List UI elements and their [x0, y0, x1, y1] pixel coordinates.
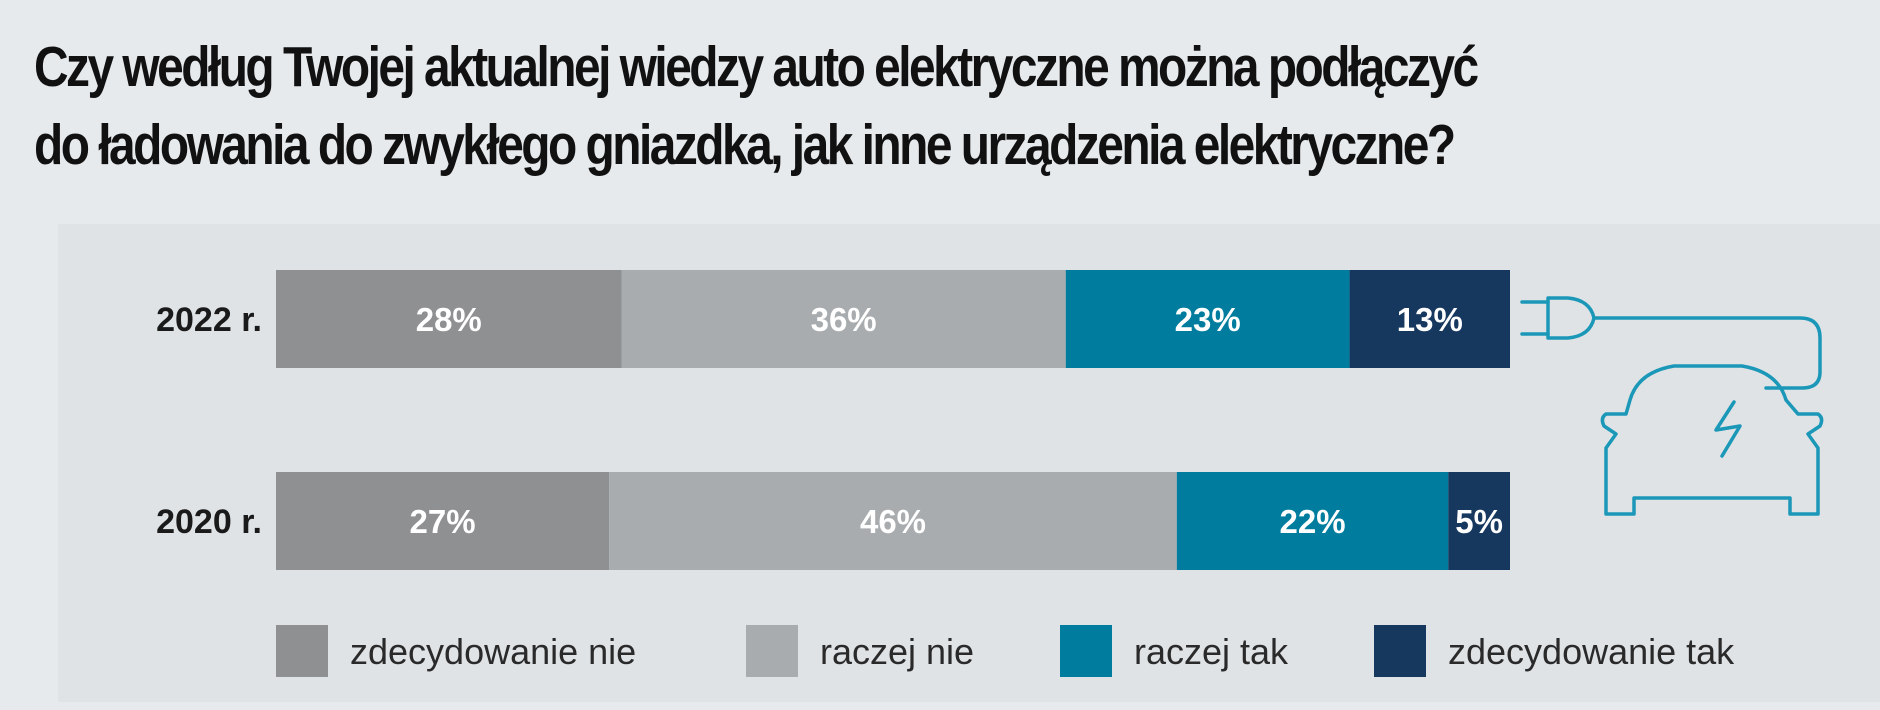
- legend-swatch-3: [1374, 625, 1426, 677]
- bar-segment-1-1: [609, 472, 1177, 570]
- bar-value-label-0-3: 13%: [1397, 301, 1463, 338]
- bar-segment-1-0: [276, 472, 610, 570]
- title-line-1: Czy według Twojej aktualnej wiedzy auto …: [34, 35, 1479, 99]
- bar-segment-0-1: [621, 270, 1066, 368]
- legend-label-2: raczej tak: [1134, 631, 1289, 672]
- chart-title: Czy według Twojej aktualnej wiedzy auto …: [34, 28, 1563, 184]
- legend-swatch-1: [746, 625, 798, 677]
- bar-value-label-0-0: 28%: [416, 301, 482, 338]
- bar-segment-1-2: [1176, 472, 1449, 570]
- bar-value-label-1-2: 22%: [1280, 503, 1346, 540]
- bar-segment-0-3: [1349, 270, 1510, 368]
- legend-swatch-2: [1060, 625, 1112, 677]
- row-label-0: 2022 r.: [156, 301, 262, 339]
- bar-segment-1-3: [1448, 472, 1510, 570]
- bar-value-label-0-2: 23%: [1175, 301, 1241, 338]
- bars-group: 2022 r. 28% 36% 23% 13% 2020 r. 27% 46% 22% 5%: [156, 270, 1510, 570]
- bar-value-label-1-0: 27%: [410, 503, 476, 540]
- bar-value-label-1-3: 5%: [1455, 503, 1503, 540]
- legend-label-0: zdecydowanie nie: [350, 631, 636, 672]
- bar-value-label-0-1: 36%: [811, 301, 877, 338]
- bar-segment-0-2: [1065, 270, 1350, 368]
- legend-swatch-0: [276, 625, 328, 677]
- electric-car-plug-icon: [1520, 296, 1824, 516]
- legend-label-1: raczej nie: [820, 631, 974, 672]
- legend: zdecydowanie nie raczej nie raczej tak zdec…: [276, 625, 1735, 677]
- row-label-1: 2020 r.: [156, 503, 262, 541]
- bar-segment-0-0: [276, 270, 622, 368]
- bar-value-label-1-1: 46%: [860, 503, 926, 540]
- legend-label-3: zdecydowanie tak: [1448, 631, 1735, 672]
- title-line-2: do ładowania do zwykłego gniazdka, jak i…: [34, 113, 1456, 177]
